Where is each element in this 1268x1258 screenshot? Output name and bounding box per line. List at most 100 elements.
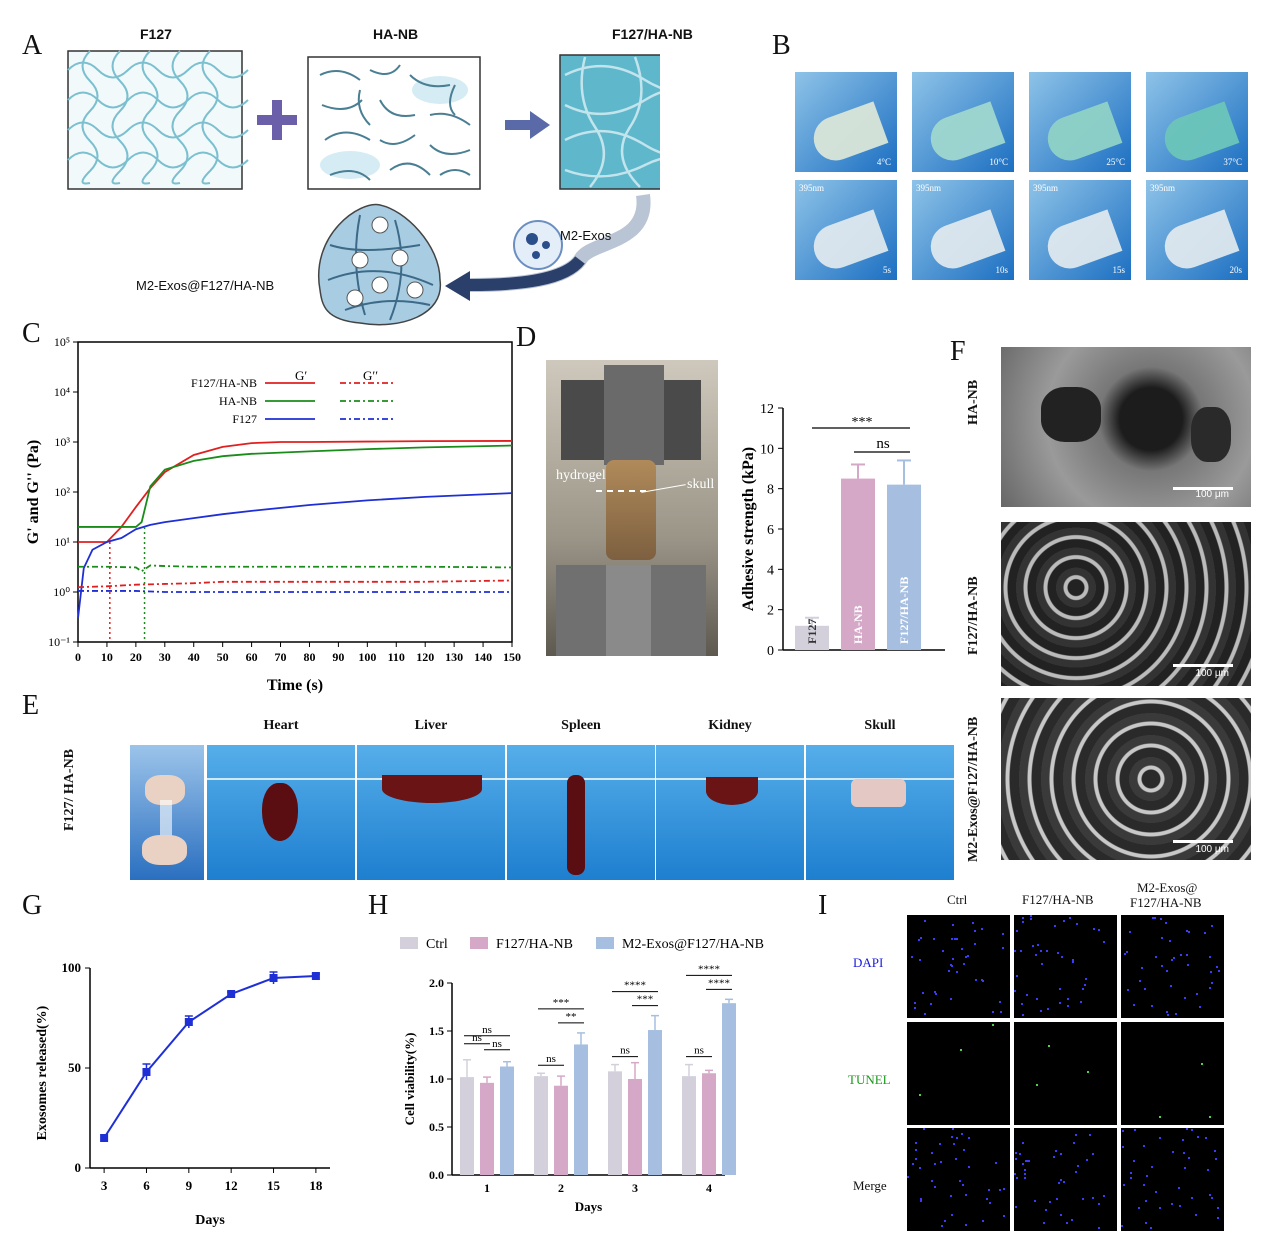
nucleus-dot — [915, 1149, 917, 1151]
nucleus-dot — [968, 1166, 970, 1168]
nucleus-dot — [1016, 1177, 1018, 1179]
nucleus-dot — [1196, 993, 1198, 995]
nucleus-dot — [924, 1013, 926, 1015]
nucleus-dot — [1154, 917, 1156, 919]
time-label: 20s — [1229, 265, 1242, 275]
fluorescence-image — [1014, 1128, 1117, 1231]
nucleus-dot — [1159, 1116, 1161, 1118]
x-tick-label: 10 — [101, 650, 113, 664]
y-tick-label: 2.0 — [429, 976, 444, 990]
nucleus-dot — [1122, 1146, 1124, 1148]
nucleus-dot — [924, 920, 926, 922]
nucleus-dot — [1056, 1198, 1058, 1200]
skull-label: skull — [687, 477, 715, 492]
nucleus-dot — [919, 1167, 921, 1169]
nucleus-dot — [954, 938, 956, 940]
sig-label: ns — [620, 1045, 630, 1057]
tunel-col-gel: F127/HA-NB — [1022, 892, 1094, 907]
nucleus-dot — [1124, 953, 1126, 955]
nucleus-dot — [963, 1149, 965, 1151]
panel-label-e: E — [22, 690, 40, 721]
nucleus-dot — [1217, 1217, 1219, 1219]
nucleus-dot — [1161, 965, 1163, 967]
nucleus-dot — [1037, 944, 1039, 946]
gel-liquid — [1041, 209, 1123, 275]
bar — [628, 1079, 642, 1175]
nucleus-dot — [1053, 1156, 1055, 1158]
nucleus-dot — [1030, 915, 1032, 917]
nucleus-dot — [1024, 1169, 1026, 1171]
nucleus-dot — [1061, 956, 1063, 958]
nucleus-dot — [1035, 954, 1037, 956]
x-tick-label: 90 — [332, 650, 344, 664]
nucleus-dot — [968, 1137, 970, 1139]
organ-title: Spleen — [561, 718, 601, 733]
sig-label: ns — [694, 1045, 704, 1057]
nucleus-dot — [922, 992, 924, 994]
temp-label: 37°C — [1223, 157, 1242, 167]
tube-photo-temp: 37°C — [1146, 72, 1248, 172]
nucleus-dot — [1175, 1013, 1177, 1015]
nucleus-dot — [1034, 1200, 1036, 1202]
tunel-row-dapi: DAPI — [853, 955, 884, 970]
x-tick-label: 150 — [503, 650, 521, 664]
plot-frame — [77, 341, 513, 643]
y-tick-label: 2 — [767, 604, 774, 619]
y-axis-label: Adhesive strength (kPa) — [740, 447, 757, 611]
nucleus-dot — [1184, 997, 1186, 999]
sem-row-label-1: HA-NB — [966, 379, 981, 425]
nucleus-dot — [1040, 1010, 1042, 1012]
nucleus-dot — [1155, 956, 1157, 958]
x-tick-label: 3 — [101, 1178, 108, 1193]
organ-tissue — [382, 775, 482, 803]
y-tick-label: 100 — [62, 960, 82, 975]
sig-label: ns — [546, 1053, 556, 1065]
x-tick-label: 110 — [388, 650, 405, 664]
nucleus-dot — [1059, 1002, 1061, 1004]
sig-label: *** — [637, 994, 654, 1006]
scale-text: 100 μm — [1195, 489, 1229, 500]
bar — [554, 1085, 568, 1175]
x-tick-label: 50 — [217, 650, 229, 664]
nucleus-dot — [1204, 932, 1206, 934]
bar-label: F127 — [805, 619, 819, 644]
temp-label: 10°C — [989, 157, 1008, 167]
nucleus-dot — [1040, 950, 1042, 952]
fluorescence-image — [1121, 1128, 1224, 1231]
nucleus-dot — [953, 1143, 955, 1145]
bar — [480, 1082, 494, 1175]
nucleus-dot — [956, 971, 958, 973]
nucleus-dot — [1133, 1160, 1135, 1162]
nucleus-dot — [939, 1143, 941, 1145]
tunel-row-tunel: TUNEL — [848, 1072, 891, 1087]
x-tick-label: 0 — [75, 650, 81, 664]
nucleus-dot — [1082, 1198, 1084, 1200]
nucleus-dot — [1103, 941, 1105, 943]
nucleus-dot — [1022, 1014, 1024, 1016]
nucleus-dot — [986, 1198, 988, 1200]
data-point — [269, 974, 278, 982]
y-tick-label: 4 — [767, 563, 774, 578]
nucleus-dot — [1209, 1194, 1211, 1196]
nucleus-dot — [1188, 931, 1190, 933]
series-line — [78, 564, 513, 573]
panel-a-schematic — [67, 50, 660, 326]
fluorescence-image — [1014, 915, 1117, 1018]
organ-photo — [207, 745, 355, 880]
nucleus-dot — [1067, 1005, 1069, 1007]
nucleus-dot — [1060, 1153, 1062, 1155]
nucleus-dot — [1165, 922, 1167, 924]
nucleus-dot — [1123, 1184, 1125, 1186]
nucleus-dot — [1060, 1179, 1062, 1181]
fluorescence-image — [907, 915, 1010, 1018]
tube-photo-temp: 25°C — [1029, 72, 1131, 172]
y-tick-label: 0 — [75, 1160, 82, 1175]
nucleus-dot — [1191, 1129, 1193, 1131]
bar — [608, 1071, 622, 1175]
y-tick-label: 10¹ — [54, 535, 70, 549]
nucleus-dot — [982, 980, 984, 982]
nucleus-dot — [951, 1214, 953, 1216]
loaded-hydrogel-label: M2-Exos@F127/HA-NB — [136, 278, 275, 293]
nucleus-dot — [1126, 951, 1128, 953]
gel-liquid — [924, 209, 1006, 275]
